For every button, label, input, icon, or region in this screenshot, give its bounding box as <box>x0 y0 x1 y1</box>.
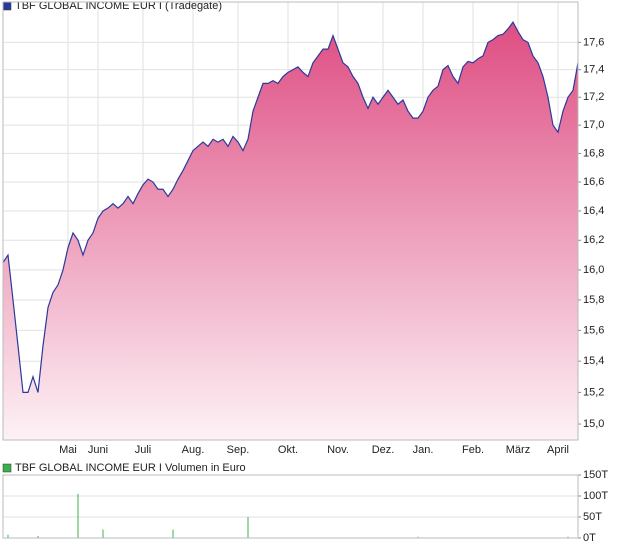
volume-bar <box>172 529 174 538</box>
legend-swatch <box>2 1 12 11</box>
x-tick-label: Mai <box>59 444 77 456</box>
y-tick-label: 16,4 <box>583 205 604 217</box>
x-tick-label: Juni <box>88 444 108 456</box>
x-tick-label: Dez. <box>372 444 395 456</box>
x-tick-label: Feb. <box>462 444 484 456</box>
line <box>2 20 579 393</box>
x-tick-label: Aug. <box>182 444 205 456</box>
x-tick-label: März <box>506 444 530 456</box>
plot-area <box>2 474 579 539</box>
y-tick-label: 15,2 <box>583 386 604 398</box>
y-tick-label: 150T <box>583 469 608 481</box>
legend-label: TBF GLOBAL INCOME EUR I Volumen in Euro <box>15 462 246 474</box>
y-tick-label: 15,6 <box>583 324 604 336</box>
y-tick-label: 100T <box>583 490 608 502</box>
volume-bar <box>567 536 569 538</box>
volume-bar <box>77 493 79 538</box>
y-tick-label: 17,4 <box>583 64 604 76</box>
volume-bar <box>7 534 9 538</box>
x-tick-label: Okt. <box>278 444 298 456</box>
x-tick-label: Nov. <box>327 444 349 456</box>
volume-bar <box>37 535 39 538</box>
plot-border <box>2 474 579 539</box>
y-tick-label: 16,0 <box>583 264 604 276</box>
x-tick-label: Sep. <box>227 444 250 456</box>
x-tick-label: April <box>547 444 569 456</box>
y-tick-label: 16,2 <box>583 234 604 246</box>
volume-bar <box>247 517 249 538</box>
volume-bar <box>417 536 419 538</box>
y-tick-label: 15,4 <box>583 355 604 367</box>
y-tick-label: 15,0 <box>583 418 604 430</box>
legend-swatch <box>2 463 12 473</box>
y-tick-label: 0T <box>583 532 596 544</box>
y-tick-label: 16,8 <box>583 147 604 159</box>
y-tick-label: 17,6 <box>583 36 604 48</box>
area <box>3 22 578 441</box>
y-tick-label: 50T <box>583 511 602 523</box>
plot-border <box>2 1 579 441</box>
x-tick-label: Juli <box>135 444 152 456</box>
x-tick-label: Jan. <box>413 444 434 456</box>
y-tick-label: 17,2 <box>583 91 604 103</box>
y-tick-label: 17,0 <box>583 119 604 131</box>
y-tick-label: 16,6 <box>583 176 604 188</box>
volume-bar <box>102 529 104 538</box>
y-tick-label: 15,8 <box>583 294 604 306</box>
legend-label: TBF GLOBAL INCOME EUR I (Tradegate) <box>15 0 222 12</box>
